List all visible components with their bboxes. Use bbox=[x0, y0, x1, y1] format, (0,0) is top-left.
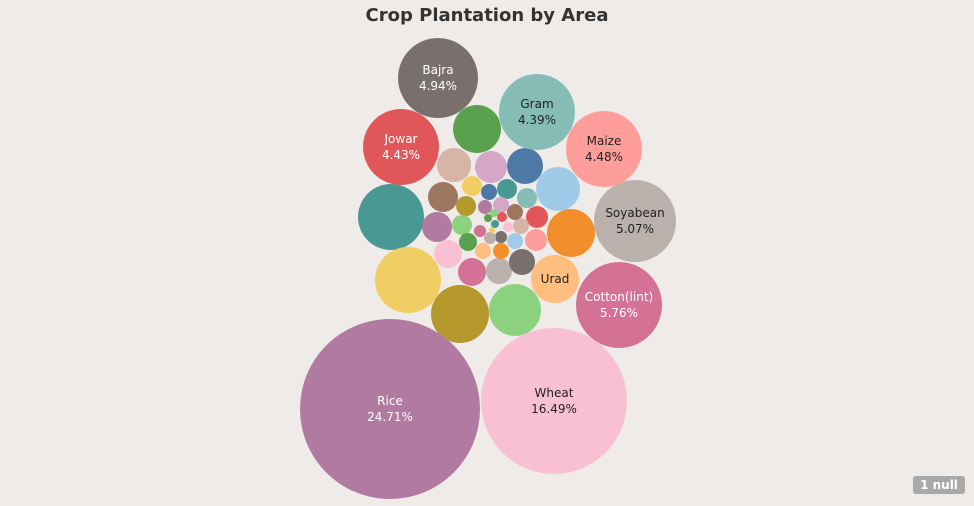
bubble-unlabeled-42[interactable] bbox=[489, 227, 495, 233]
bubble-urad[interactable] bbox=[531, 255, 579, 303]
bubble-label-maize: Maize bbox=[587, 134, 622, 148]
bubble-rice[interactable] bbox=[300, 319, 480, 499]
bubble-wheat[interactable] bbox=[481, 328, 627, 474]
bubble-unlabeled-38[interactable] bbox=[497, 212, 507, 222]
bubble-unlabeled-16[interactable] bbox=[486, 258, 512, 284]
bubble-unlabeled-29[interactable] bbox=[507, 233, 523, 249]
bubble-unlabeled-13[interactable] bbox=[422, 212, 452, 242]
bubble-unlabeled-7[interactable] bbox=[547, 209, 595, 257]
bubble-unlabeled-32[interactable] bbox=[493, 197, 509, 213]
bubble-unlabeled-33[interactable] bbox=[478, 200, 492, 214]
bubble-label-cotton-lint: Cotton(lint) bbox=[585, 290, 653, 304]
bubble-value-wheat: 16.49% bbox=[531, 402, 577, 416]
bubble-unlabeled-26[interactable] bbox=[459, 233, 477, 251]
bubble-unlabeled-22[interactable] bbox=[517, 188, 537, 208]
bubble-label-rice: Rice bbox=[377, 394, 403, 408]
chart-title: Crop Plantation by Area bbox=[365, 5, 609, 26]
bubble-value-jowar: 4.43% bbox=[382, 148, 420, 162]
bubble-unlabeled-37[interactable] bbox=[503, 222, 513, 232]
bubble-label-urad: Urad bbox=[541, 272, 570, 286]
bubble-unlabeled-39[interactable] bbox=[490, 209, 498, 217]
bubble-bajra[interactable] bbox=[398, 38, 478, 118]
bubble-label-wheat: Wheat bbox=[535, 386, 574, 400]
bubble-unlabeled-30[interactable] bbox=[513, 218, 529, 234]
bubble-unlabeled-35[interactable] bbox=[484, 232, 496, 244]
bubble-unlabeled-15[interactable] bbox=[458, 258, 486, 286]
bubble-unlabeled-28[interactable] bbox=[493, 243, 509, 259]
null-indicator-badge[interactable]: 1 null bbox=[913, 476, 965, 494]
bubble-label-jowar: Jowar bbox=[384, 132, 418, 146]
bubble-value-gram: 4.39% bbox=[518, 113, 556, 127]
bubble-value-maize: 4.48% bbox=[585, 150, 623, 164]
bubble-value-cotton-lint: 5.76% bbox=[600, 306, 638, 320]
bubble-gram[interactable] bbox=[499, 74, 575, 150]
bubble-unlabeled-27[interactable] bbox=[475, 243, 491, 259]
bubble-unlabeled-2[interactable] bbox=[375, 247, 441, 313]
bubble-value-rice: 24.71% bbox=[367, 410, 413, 424]
bubble-unlabeled-10[interactable] bbox=[475, 151, 507, 183]
bubble-value-soyabean: 5.07% bbox=[616, 222, 654, 236]
bubble-value-bajra: 4.94% bbox=[419, 79, 457, 93]
bubble-soyabean[interactable] bbox=[594, 180, 676, 262]
bubble-unlabeled-11[interactable] bbox=[437, 148, 471, 182]
bubble-unlabeled-36[interactable] bbox=[474, 225, 486, 237]
bubble-unlabeled-18[interactable] bbox=[526, 206, 548, 228]
bubble-unlabeled-12[interactable] bbox=[428, 182, 458, 212]
bubble-unlabeled-41[interactable] bbox=[491, 220, 499, 228]
bubble-label-soyabean: Soyabean bbox=[605, 206, 664, 220]
bubble-unlabeled-6[interactable] bbox=[536, 167, 580, 211]
bubble-label-gram: Gram bbox=[520, 97, 553, 111]
bubble-jowar[interactable] bbox=[363, 109, 439, 185]
bubble-unlabeled-20[interactable] bbox=[462, 176, 482, 196]
bubble-unlabeled-4[interactable] bbox=[489, 284, 541, 336]
bubble-unlabeled-19[interactable] bbox=[525, 229, 547, 251]
bubble-unlabeled-5[interactable] bbox=[453, 105, 501, 153]
bubble-unlabeled-14[interactable] bbox=[434, 240, 462, 268]
bubble-unlabeled-40[interactable] bbox=[484, 214, 492, 222]
bubble-unlabeled-21[interactable] bbox=[497, 179, 517, 199]
bubble-unlabeled-25[interactable] bbox=[452, 215, 472, 235]
bubble-unlabeled-3[interactable] bbox=[431, 285, 489, 343]
bubble-cotton-lint[interactable] bbox=[576, 262, 662, 348]
bubble-unlabeled-23[interactable] bbox=[481, 184, 497, 200]
bubble-unlabeled-34[interactable] bbox=[495, 231, 507, 243]
bubble-unlabeled-24[interactable] bbox=[456, 196, 476, 216]
bubble-maize[interactable] bbox=[566, 111, 642, 187]
bubble-unlabeled-8[interactable] bbox=[507, 148, 543, 184]
bubble-label-bajra: Bajra bbox=[422, 63, 453, 77]
bubble-unlabeled-31[interactable] bbox=[507, 204, 523, 220]
bubble-unlabeled-1[interactable] bbox=[358, 184, 424, 250]
bubble-unlabeled-17[interactable] bbox=[509, 249, 535, 275]
